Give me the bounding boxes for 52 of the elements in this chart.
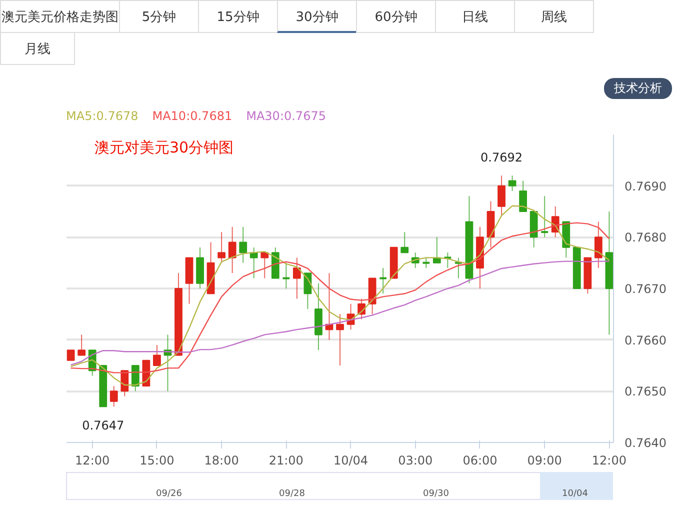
x-tick-label: 15:00 (140, 454, 174, 468)
text: 09/30 (423, 488, 449, 501)
candlestick (228, 226, 236, 274)
y-tick-label: 0.7660 (624, 333, 666, 348)
text: 09/26 (156, 488, 182, 501)
candlestick (378, 267, 388, 294)
text: 30分钟 (277, 0, 357, 33)
y-tick-label: 0.7650 (624, 384, 666, 399)
candlestick (239, 226, 248, 264)
candlestick (498, 175, 506, 218)
text: MA30:0.7675 (246, 109, 326, 123)
x-tick-label: 18:00 (204, 454, 239, 468)
y-tick-label: 0.7670 (624, 282, 666, 296)
candlestick (519, 180, 527, 212)
candlestick (422, 257, 431, 268)
candlestick (110, 386, 118, 408)
text: 5分钟 (119, 0, 199, 33)
text: 技术分析 (604, 78, 672, 100)
x-tick-label: 09:00 (527, 454, 562, 468)
annotation: 0.7647 (82, 418, 124, 433)
candlestick (508, 175, 516, 192)
candlestick (282, 262, 291, 289)
text: 60分钟 (356, 0, 436, 33)
annotation: 0.7692 (480, 150, 523, 165)
candlestick (336, 314, 344, 366)
text: 09/28 (279, 488, 305, 501)
x-tick-label: 06:00 (462, 454, 498, 468)
x-tick-label: 03:00 (398, 454, 433, 468)
x-tick-label: 12:00 (592, 454, 626, 468)
y-tick-label: 0.7680 (624, 230, 666, 245)
x-tick-label: 10/04 (333, 454, 368, 468)
text: 10/04 (562, 488, 588, 501)
candlestick (292, 257, 301, 300)
text: 日线 (435, 0, 515, 33)
text: MA10:0.7681 (152, 109, 232, 123)
text: MA5:0.7678 (66, 109, 138, 123)
text: 澳元美元价格走势图 (0, 0, 120, 33)
x-tick-label: 12:00 (75, 454, 110, 468)
candlestick (66, 350, 75, 361)
candlestick (78, 334, 86, 356)
candlestick (540, 196, 550, 238)
candlestick (153, 344, 161, 366)
candlestick (400, 232, 409, 254)
y-tick-label: 0.7640 (624, 436, 666, 450)
candlestick (218, 232, 226, 264)
chart-title: 澳元对美元30分钟图 (94, 138, 234, 156)
text: 周线 (514, 0, 594, 33)
text: 月线 (0, 32, 75, 65)
text: 15分钟 (198, 0, 278, 33)
candlestick (594, 221, 602, 268)
x-tick-label: 21:00 (268, 454, 304, 468)
y-tick-label: 0.7690 (624, 179, 666, 194)
